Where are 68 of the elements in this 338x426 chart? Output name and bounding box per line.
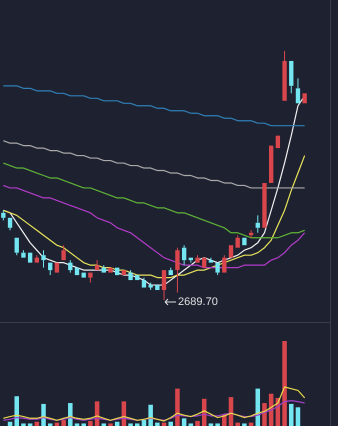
bar: [34, 422, 40, 426]
bar: [14, 396, 20, 426]
candlestick: [48, 262, 52, 276]
candlestick: [256, 214, 260, 234]
bar: [21, 423, 26, 426]
candlestick: [102, 264, 106, 273]
candlestick: [236, 234, 240, 248]
candlestick: [41, 250, 46, 268]
bar: [48, 423, 52, 426]
bar: [242, 423, 247, 426]
bar: [248, 422, 254, 426]
bar: [256, 388, 260, 426]
candlestick: [168, 267, 173, 276]
bar: [268, 394, 274, 426]
candlestick: [296, 78, 300, 104]
bar: [142, 420, 146, 426]
candlestick: [188, 258, 193, 264]
candlestick: [289, 60, 294, 94]
bar: [108, 423, 113, 426]
bar: [288, 404, 294, 426]
candlestick: [248, 230, 254, 238]
bar: [282, 341, 287, 426]
candlestick: [1, 210, 6, 221]
bar: [81, 423, 86, 426]
bar: [175, 388, 180, 426]
candlestick: [14, 238, 19, 256]
bar: [148, 404, 153, 426]
bar: [61, 420, 66, 426]
bar: [68, 403, 73, 426]
candlestick: [94, 260, 100, 270]
bar: [114, 422, 120, 426]
bar: [188, 423, 194, 426]
bar: [208, 423, 214, 426]
bar: [215, 423, 220, 426]
candlestick: [215, 262, 220, 276]
bar: [28, 423, 32, 426]
bar: [135, 423, 140, 426]
bar: [182, 418, 186, 426]
candlestick: [142, 277, 146, 288]
candlestick: [21, 250, 26, 258]
bar: [162, 422, 166, 426]
bar: [228, 397, 234, 426]
bar: [128, 423, 133, 426]
bar: [102, 423, 106, 426]
bar: [195, 420, 200, 426]
candlestick: [61, 244, 66, 260]
bar: [74, 423, 80, 426]
bar: [235, 422, 240, 426]
candlestick: [162, 270, 166, 300]
candlestick: [222, 254, 226, 273]
candlestick: [195, 254, 200, 263]
bar: [88, 420, 93, 426]
candlestick: [8, 218, 12, 231]
bar: [168, 422, 173, 426]
bar: [8, 422, 12, 426]
candlestick: [148, 282, 153, 291]
candlestick: [175, 247, 180, 294]
candlestick: [88, 272, 93, 284]
candlestick: [282, 50, 287, 101]
candlestick: [68, 260, 72, 274]
candlestick: [182, 244, 186, 266]
candlestick: [34, 254, 39, 263]
annotation: 2689.70: [178, 296, 218, 308]
bar: [54, 422, 60, 426]
candlestick: [128, 270, 133, 280]
bar: [296, 407, 300, 426]
bar: [155, 422, 160, 426]
candlestick: [208, 257, 214, 263]
